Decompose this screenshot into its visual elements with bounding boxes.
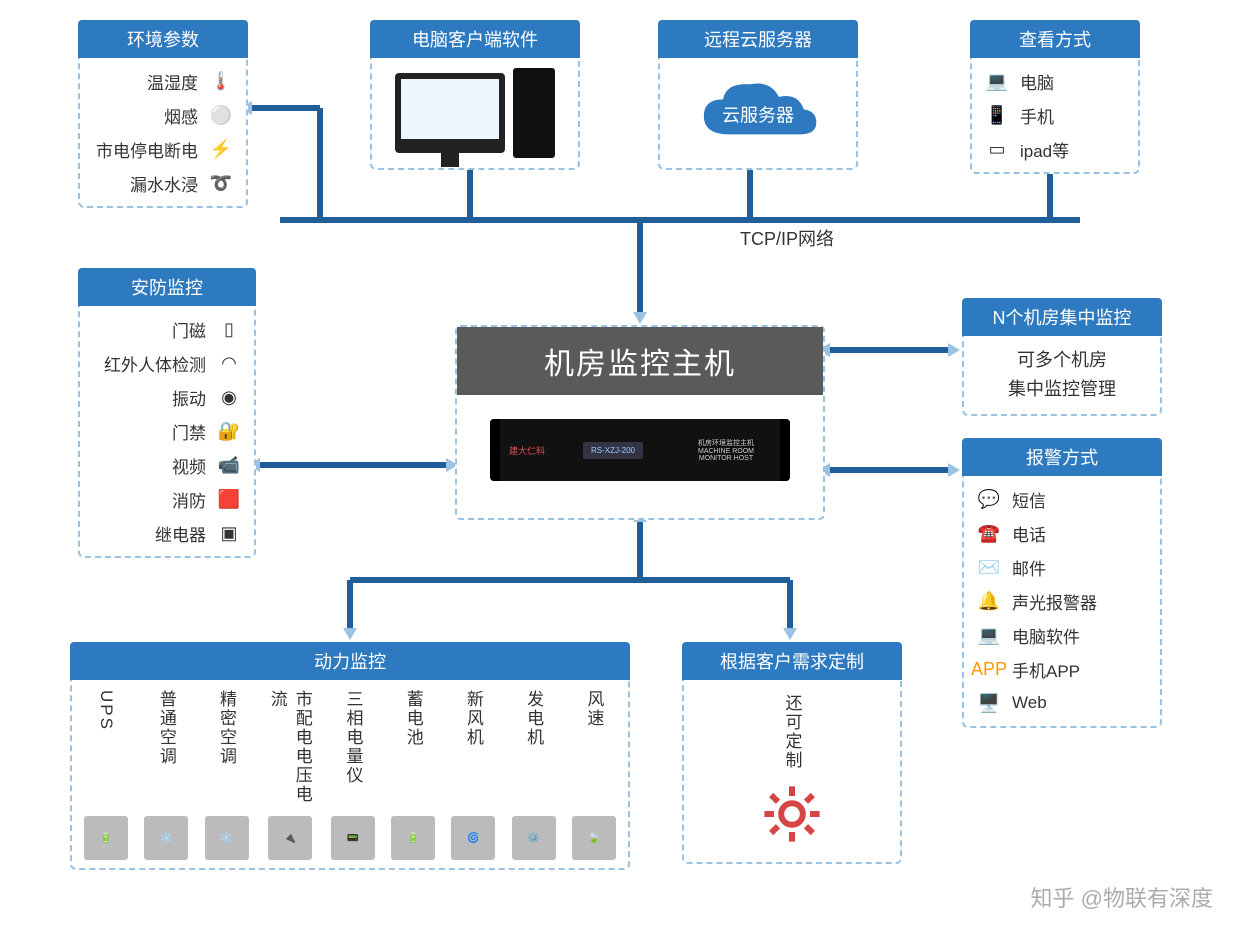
box-env-header: 环境参数 xyxy=(78,20,248,58)
gear-icon xyxy=(762,784,822,844)
alarm-item: 🖥️Web xyxy=(972,686,1152,720)
laptop-icon: 💻 xyxy=(974,622,1004,648)
box-alarm-header: 报警方式 xyxy=(962,438,1162,476)
sec-item: 门磁▯ xyxy=(88,312,246,346)
env-item: 温湿度🌡️ xyxy=(88,64,238,98)
center-host: 机房监控主机 建大仁科 RS-XZJ-200 机房环境监控主机 MACHINE … xyxy=(455,325,825,520)
center-title: 机房监控主机 xyxy=(457,327,823,395)
watermark: 知乎 @物联有深度 xyxy=(1031,881,1213,913)
box-security: 安防监控 门磁▯ 红外人体检测◠ 振动◉ 门禁🔐 视频📹 消防🟥 继电器▣ xyxy=(78,268,256,558)
env-item: 烟感⚪ xyxy=(88,98,238,132)
sec-item: 消防🟥 xyxy=(88,482,246,516)
power-device-icon: 🔌 xyxy=(268,816,312,860)
box-custom-header: 根据客户需求定制 xyxy=(682,642,902,680)
power-label: 市配电电压电流 xyxy=(265,690,315,810)
power-col: 新风机 🌀 xyxy=(451,690,495,860)
power-label: 蓄电池 xyxy=(401,690,426,810)
power-device-icon: ❄️ xyxy=(205,816,249,860)
box-multiroom-header: N个机房集中监控 xyxy=(962,298,1162,336)
power-col: UPS 🔋 xyxy=(84,690,128,860)
power-device-icon: 🔋 xyxy=(84,816,128,860)
custom-body: 还可定制 xyxy=(780,694,805,770)
pc-tower-icon xyxy=(513,68,555,158)
power-col: 蓄电池 🔋 xyxy=(391,690,435,860)
alarm-item: 💻电脑软件 xyxy=(972,618,1152,652)
power-label: 发电机 xyxy=(521,690,546,810)
power-col: 精密空调 ❄️ xyxy=(205,690,249,860)
web-icon: 🖥️ xyxy=(974,690,1004,716)
alarm-item: ☎️电话 xyxy=(972,516,1152,550)
access-icon: 🔐 xyxy=(214,418,244,444)
power-col: 市配电电压电流 🔌 xyxy=(265,690,315,860)
power-label: 新风机 xyxy=(461,690,486,810)
mail-icon: ✉️ xyxy=(974,554,1004,580)
box-security-header: 安防监控 xyxy=(78,268,256,306)
relay-icon: ▣ xyxy=(214,520,244,546)
box-client-header: 电脑客户端软件 xyxy=(370,20,580,58)
sms-icon: 💬 xyxy=(974,486,1004,512)
sec-item: 继电器▣ xyxy=(88,516,246,550)
box-alarm: 报警方式 💬短信 ☎️电话 ✉️邮件 🔔声光报警器 💻电脑软件 APP手机APP… xyxy=(962,438,1162,728)
cloud-label: 云服务器 xyxy=(722,101,794,127)
firebox-icon: 🟥 xyxy=(214,486,244,512)
alarm-item: 🔔声光报警器 xyxy=(972,584,1152,618)
box-cloud-header: 远程云服务器 xyxy=(658,20,858,58)
view-item: ▭ipad等 xyxy=(980,132,1130,166)
power-device-icon: 🍃 xyxy=(572,816,616,860)
power-device-icon: ❄️ xyxy=(144,816,188,860)
sec-item: 视频📹 xyxy=(88,448,246,482)
power-col: 发电机 ⚙️ xyxy=(512,690,556,860)
cable-icon: ➰ xyxy=(206,170,236,196)
siren-icon: 🔔 xyxy=(974,588,1004,614)
power-device-icon: ⚙️ xyxy=(512,816,556,860)
telephone-icon: ☎️ xyxy=(974,520,1004,546)
env-item: 漏水水浸➰ xyxy=(88,166,238,200)
smoke-icon: ⚪ xyxy=(206,102,236,128)
sec-item: 门禁🔐 xyxy=(88,414,246,448)
box-client: 电脑客户端软件 xyxy=(370,20,580,170)
box-env: 环境参数 温湿度🌡️ 烟感⚪ 市电停电断电⚡ 漏水水浸➰ xyxy=(78,20,248,208)
power-col: 三相电量仪 📟 xyxy=(331,690,375,860)
box-viewmode-header: 查看方式 xyxy=(970,20,1140,58)
view-item: 📱手机 xyxy=(980,98,1130,132)
box-power-header: 动力监控 xyxy=(70,642,630,680)
power-label: 风速 xyxy=(581,690,606,810)
view-item: 💻电脑 xyxy=(980,64,1130,98)
vibration-icon: ◉ xyxy=(214,384,244,410)
app-icon: APP xyxy=(974,656,1004,682)
sec-item: 振动◉ xyxy=(88,380,246,414)
box-custom: 根据客户需求定制 还可定制 xyxy=(682,642,902,864)
env-item: 市电停电断电⚡ xyxy=(88,132,238,166)
magnet-icon: ▯ xyxy=(214,316,244,342)
power-label: UPS xyxy=(96,690,116,810)
power-device-icon: 🌀 xyxy=(451,816,495,860)
bolt-icon: ⚡ xyxy=(206,136,236,162)
power-col: 普通空调 ❄️ xyxy=(144,690,188,860)
power-device-icon: 🔋 xyxy=(391,816,435,860)
power-label: 三相电量仪 xyxy=(340,690,365,810)
box-cloud: 远程云服务器 云服务器 xyxy=(658,20,858,170)
box-viewmode: 查看方式 💻电脑 📱手机 ▭ipad等 xyxy=(970,20,1140,174)
box-power: 动力监控 UPS 🔋 普通空调 ❄️ 精密空调 ❄️ 市配电电压电流 🔌 三相电量仪 📟 蓄电池 🔋 新… xyxy=(70,642,630,870)
camera-icon: 📹 xyxy=(214,452,244,478)
cloud-icon: 云服务器 xyxy=(683,76,833,151)
box-multiroom: N个机房集中监控 可多个机房 集中监控管理 xyxy=(962,298,1162,416)
alarm-item: ✉️邮件 xyxy=(972,550,1152,584)
network-label: TCP/IP网络 xyxy=(740,225,834,251)
power-device-icon: 📟 xyxy=(331,816,375,860)
tablet-icon: ▭ xyxy=(982,136,1012,162)
alarm-item: APP手机APP xyxy=(972,652,1152,686)
alarm-item: 💬短信 xyxy=(972,482,1152,516)
pir-icon: ◠ xyxy=(214,350,244,376)
sec-item: 红外人体检测◠ xyxy=(88,346,246,380)
power-col: 风速 🍃 xyxy=(572,690,616,860)
rack-device-icon: 建大仁科 RS-XZJ-200 机房环境监控主机 MACHINE ROOM MO… xyxy=(490,419,790,481)
phone-icon: 📱 xyxy=(982,102,1012,128)
monitor-icon xyxy=(395,73,505,153)
multiroom-body: 可多个机房 集中监控管理 xyxy=(964,336,1160,414)
thermo-icon: 🌡️ xyxy=(206,68,236,94)
power-label: 普通空调 xyxy=(154,690,179,810)
laptop-icon: 💻 xyxy=(982,68,1012,94)
power-label: 精密空调 xyxy=(214,690,239,810)
